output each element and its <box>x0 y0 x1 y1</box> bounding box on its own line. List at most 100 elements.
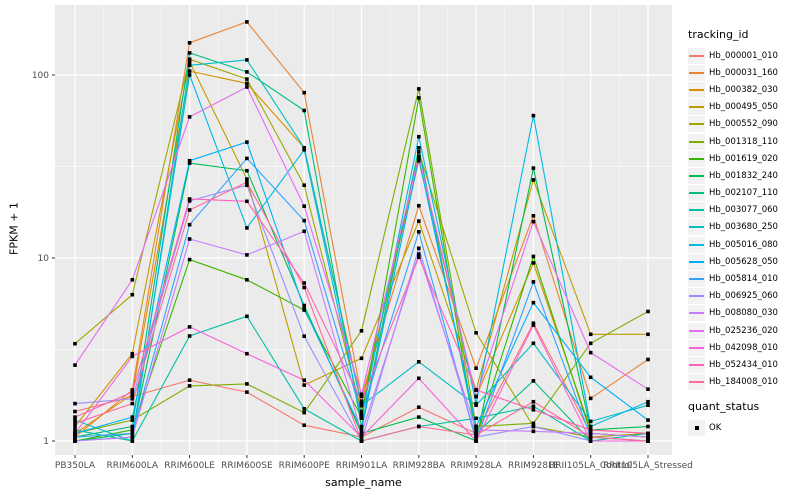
data-point <box>531 408 536 412</box>
x-tick-label: RRIM928LA <box>450 461 502 471</box>
legend-item-Hb_001832_240: Hb_001832_240 <box>688 167 798 184</box>
data-point <box>302 218 306 223</box>
data-point <box>302 334 306 338</box>
data-point <box>417 87 421 91</box>
legend-item-label: Hb_052434_010 <box>709 359 778 370</box>
line-swatch-icon <box>688 374 705 391</box>
data-point <box>417 150 421 154</box>
x-tick-label: RRIM600PE <box>279 461 331 471</box>
data-point <box>245 58 249 62</box>
data-point <box>130 351 135 356</box>
data-point <box>417 230 421 234</box>
data-point <box>359 399 364 403</box>
data-point <box>187 222 192 227</box>
data-point <box>245 314 249 319</box>
data-point <box>130 397 135 401</box>
data-point <box>646 357 650 362</box>
data-point <box>646 418 650 422</box>
line-swatch-icon <box>688 99 705 116</box>
y-axis-title: FPKM + 1 <box>7 202 21 255</box>
data-point <box>417 96 421 100</box>
legend-item-label: Hb_005814_010 <box>709 274 778 285</box>
data-point <box>474 401 478 406</box>
data-point <box>417 246 421 251</box>
data-point <box>187 208 192 212</box>
data-point <box>417 360 421 364</box>
data-point <box>531 379 536 383</box>
data-point <box>187 73 192 77</box>
data-point <box>187 51 192 55</box>
data-point <box>531 421 536 426</box>
data-point <box>130 428 135 432</box>
data-point <box>245 199 249 204</box>
legend-item-label: Hb_025236_020 <box>709 325 778 336</box>
line-swatch-icon <box>688 339 705 356</box>
data-point <box>417 255 421 259</box>
data-point <box>646 435 650 439</box>
data-point <box>588 350 593 355</box>
tracking-id-legend: tracking_id Hb_000001_010 Hb_000031_160 Hb… <box>688 28 798 391</box>
legend-item-label: Hb_002107_110 <box>709 188 778 199</box>
data-point <box>531 424 536 429</box>
data-point <box>187 60 192 64</box>
legend-item-label: Hb_001318_110 <box>709 136 778 147</box>
legend-title-quant-status: quant_status <box>688 400 760 413</box>
legend-item-Hb_002107_110: Hb_002107_110 <box>688 185 798 202</box>
legend-item-label: Hb_001619_020 <box>709 153 778 164</box>
data-point <box>130 278 135 282</box>
x-tick-label: RRIM928LE <box>508 461 559 471</box>
data-point <box>359 409 364 414</box>
data-point <box>417 424 421 429</box>
data-point <box>359 439 364 443</box>
data-point <box>302 146 306 150</box>
y-tick-label: 10 <box>38 254 50 264</box>
legend-item-label: Hb_000382_030 <box>709 84 778 95</box>
line-swatch-icon <box>688 47 705 64</box>
data-point <box>187 237 192 241</box>
legend-item-label: Hb_042098_010 <box>709 342 778 353</box>
data-point <box>302 306 306 311</box>
data-point <box>302 410 306 415</box>
legend-item-label: Hb_005016_080 <box>709 239 778 250</box>
data-point <box>359 394 364 399</box>
line-swatch-icon <box>688 64 705 81</box>
data-point <box>302 148 306 152</box>
data-point <box>130 418 135 422</box>
data-point <box>187 325 192 329</box>
data-point <box>646 431 650 436</box>
legend-item-Hb_005016_080: Hb_005016_080 <box>688 236 798 253</box>
data-point <box>245 77 249 81</box>
x-tick-label: RRIM901LA <box>336 461 388 471</box>
data-point <box>245 168 249 173</box>
legend-item-label: Hb_184008_010 <box>709 377 778 388</box>
line-swatch-icon <box>688 219 705 236</box>
legend-item-label: Hb_000001_010 <box>709 50 778 61</box>
data-point <box>130 415 135 419</box>
data-point <box>245 70 249 74</box>
data-point <box>474 439 478 443</box>
data-point <box>474 433 478 437</box>
data-point <box>187 115 192 119</box>
data-point <box>302 281 306 285</box>
data-point <box>588 341 593 346</box>
data-point <box>531 254 536 259</box>
legend-item-Hb_001318_110: Hb_001318_110 <box>688 133 798 150</box>
data-point <box>130 439 135 443</box>
line-swatch-icon <box>688 236 705 253</box>
legend-item-ok: OK <box>688 419 798 436</box>
data-point <box>187 57 192 61</box>
legend-item-label: Hb_008080_030 <box>709 308 778 319</box>
legend-title-tracking-id: tracking_id <box>688 28 749 41</box>
data-point <box>245 382 249 386</box>
data-point <box>302 285 306 290</box>
data-point <box>474 428 478 432</box>
line-swatch-icon <box>688 202 705 219</box>
data-point <box>73 418 77 422</box>
legend-item-Hb_003680_250: Hb_003680_250 <box>688 219 798 236</box>
data-point <box>187 378 192 382</box>
line-swatch-icon <box>688 185 705 202</box>
data-point <box>302 378 306 382</box>
data-point <box>130 388 135 392</box>
line-swatch-icon <box>688 133 705 150</box>
line-swatch-icon <box>688 271 705 288</box>
